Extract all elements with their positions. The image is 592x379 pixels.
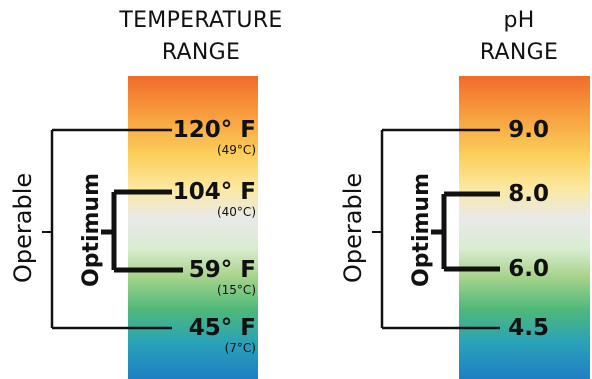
temperature-mark-104f: 104° F (40°C) (173, 179, 256, 219)
temperature-operable-label: Operable (9, 172, 37, 283)
temperature-mark-main: 45° F (188, 315, 256, 341)
ph-bracket-lines (372, 128, 500, 330)
temperature-optimum-label: Optimum (79, 172, 104, 287)
ph-range-panel: pH RANGE Operable Optimum 9.0 8.0 6.0 4.… (300, 0, 592, 379)
temperature-mark-sub: (49°C) (216, 143, 256, 157)
ph-mark-main: 9.0 (508, 117, 549, 143)
temperature-mark-sub: (15°C) (216, 283, 256, 297)
temperature-mark-45f: 45° F (7°C) (189, 315, 256, 355)
ph-title-line1: pH (503, 8, 535, 33)
ph-mark-9-0: 9.0 (508, 117, 549, 143)
ph-mark-main: 8.0 (508, 181, 549, 207)
ph-title-line2: RANGE (479, 40, 559, 65)
temperature-bracket-lines (42, 128, 183, 330)
ph-mark-main: 4.5 (508, 315, 549, 341)
temperature-range-title: TEMPERATURE RANGE (100, 5, 302, 69)
ph-mark-8-0: 8.0 (508, 181, 549, 207)
ph-mark-6-0: 6.0 (508, 256, 549, 282)
ph-range-title: pH RANGE (439, 5, 592, 69)
temperature-mark-sub: (7°C) (224, 341, 256, 355)
ph-optimum-label: Optimum (409, 172, 434, 287)
temperature-mark-main: 120° F (172, 117, 256, 143)
temperature-mark-59f: 59° F (15°C) (189, 257, 256, 297)
temperature-mark-main: 59° F (188, 257, 256, 283)
ph-operable-label: Operable (339, 172, 367, 283)
temperature-mark-main: 104° F (172, 179, 256, 205)
ph-mark-main: 6.0 (508, 256, 549, 282)
temperature-title-line1: TEMPERATURE (119, 8, 283, 33)
temperature-mark-sub: (40°C) (216, 205, 256, 219)
temperature-range-panel: TEMPERATURE RANGE Operable Optimum 120° … (9, 5, 302, 379)
ph-mark-4-5: 4.5 (508, 315, 549, 341)
temperature-mark-120f: 120° F (49°C) (173, 117, 256, 157)
temperature-title-line2: RANGE (161, 40, 241, 65)
